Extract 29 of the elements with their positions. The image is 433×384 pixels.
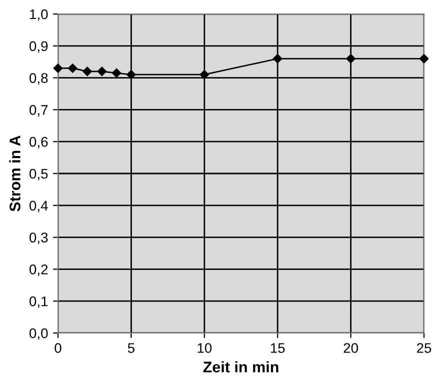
point (82, 66, 92, 76)
point (346, 54, 356, 64)
x-tick-label: 5 (128, 343, 134, 353)
y-tick-label: 0,5 (30, 168, 48, 180)
y-tick-label: 0,2 (30, 264, 48, 276)
x-tick-label: 10 (198, 343, 212, 353)
y-tick-label: 0,3 (30, 232, 48, 244)
y-tick-label: 0,7 (30, 105, 48, 117)
x-tick-label: 15 (270, 343, 285, 353)
y-tick-label: 0,9 (30, 41, 48, 53)
point (112, 68, 122, 78)
y-tick-label: 0,8 (30, 73, 48, 85)
x-axis-title: Zeit in min (203, 361, 278, 372)
point (97, 66, 107, 76)
point (53, 64, 63, 73)
point (272, 54, 282, 64)
point (419, 54, 429, 64)
x-tick-label: 25 (416, 343, 432, 353)
y-axis-title: Strom in A (9, 136, 20, 212)
y-tick-label: 0,4 (30, 200, 48, 212)
point (68, 64, 78, 73)
x-tick-label: 20 (344, 343, 358, 353)
y-tick-label: 0,6 (30, 136, 48, 148)
y-tick-label: 0,0 (30, 328, 48, 340)
point (126, 70, 136, 80)
point (200, 70, 210, 80)
x-tick-label: 0 (54, 343, 62, 353)
y-tick-label: 1,0 (30, 9, 48, 21)
y-tick-label: 0,1 (30, 296, 48, 308)
